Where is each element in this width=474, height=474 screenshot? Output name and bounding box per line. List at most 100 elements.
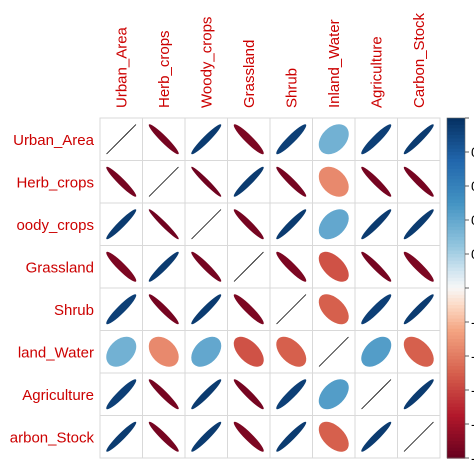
correlation-ellipse [318, 379, 349, 410]
row-label: oody_crops [16, 217, 94, 234]
colorbar-segment [447, 223, 465, 228]
colorbar-segment [447, 325, 465, 330]
colorbar-tick-label: 0 [471, 212, 474, 228]
row-label: Herb_crops [16, 174, 94, 191]
colorbar-segment [447, 220, 465, 224]
correlation-ellipse [403, 166, 434, 197]
colorbar-segment [447, 308, 465, 313]
correlation-ellipse [276, 251, 307, 282]
correlation-ellipse [148, 251, 179, 282]
correlation-ellipse [106, 209, 137, 240]
column-label: Woody_crops [198, 17, 215, 108]
colorbar-segment [447, 441, 465, 445]
colorbar-tick-label: -0 [471, 314, 474, 330]
colorbar-segment [447, 311, 465, 316]
colorbar-segment [447, 328, 465, 333]
colorbar-segment [447, 260, 465, 265]
colorbar-segment [447, 410, 465, 415]
correlation-ellipse [318, 209, 349, 240]
correlation-ellipse [233, 209, 264, 240]
correlation-ellipse [191, 166, 222, 197]
colorbar-tick-label: - [471, 450, 474, 466]
colorbar-segment [447, 203, 465, 207]
colorbar-segment [447, 138, 465, 143]
column-label: Herb_crops [156, 30, 173, 108]
diagonal-mark [403, 421, 434, 452]
correlation-ellipse [403, 209, 434, 240]
correlation-ellipse [148, 124, 179, 155]
row-labels: Urban_Area Herb_crops oody_crops Grassland S… [10, 132, 95, 447]
grid-layer [99, 117, 441, 459]
colorbar-segment [447, 288, 465, 292]
correlation-ellipse [191, 421, 222, 452]
correlation-ellipse [403, 379, 434, 410]
colorbar-segment [447, 240, 465, 245]
correlation-ellipse [148, 421, 179, 452]
colorbar-segment [447, 281, 465, 286]
correlation-ellipse [191, 336, 222, 367]
colorbar-segment [447, 162, 465, 167]
colorbar-segment [447, 124, 465, 129]
colorbar-segment [447, 345, 465, 350]
colorbar-segment [447, 444, 465, 449]
column-label: Carbon_Stock [411, 12, 428, 108]
correlation-ellipse [191, 294, 222, 325]
correlation-ellipse [403, 294, 434, 325]
correlation-ellipse [233, 294, 264, 325]
colorbar-segment [447, 257, 465, 262]
colorbar-segment [447, 254, 465, 258]
colorbar-segment [447, 315, 465, 320]
colorbar-segment [447, 199, 465, 204]
colorbar-segment [447, 284, 465, 289]
colorbar-segment [447, 277, 465, 282]
colorbar-segment [447, 230, 465, 235]
colorbar-segment [447, 189, 465, 194]
colorbar-segment [447, 274, 465, 279]
correlation-ellipse [361, 251, 392, 282]
correlation-ellipse [233, 336, 264, 367]
colorbar-segment [447, 298, 465, 303]
colorbar-segment [447, 413, 465, 418]
colorbar-segment [447, 383, 465, 388]
correlation-ellipse [276, 379, 307, 410]
colorbar-segment [447, 393, 465, 398]
correlation-ellipse [361, 124, 392, 155]
colorbar-tick-label: 0 [471, 178, 474, 194]
column-label: Inland_Water [326, 19, 343, 108]
colorbar-segment [447, 135, 465, 139]
diagonal-mark [276, 294, 307, 325]
colorbar-segment [447, 264, 465, 269]
colorbar-segment [447, 216, 465, 221]
colorbar-segment [447, 243, 465, 248]
column-label: Grassland [241, 40, 258, 108]
colorbar-segment [447, 233, 465, 238]
colorbar-segment [447, 305, 465, 309]
colorbar-segment [447, 342, 465, 347]
colorbar-segment [447, 427, 465, 432]
colorbar-segment [447, 141, 465, 146]
colorbar-segment [447, 247, 465, 252]
colorbar-segment [447, 366, 465, 371]
correlation-ellipse [233, 124, 264, 155]
colorbar-segment [447, 267, 465, 272]
colorbar-segment [447, 322, 465, 326]
colorbar-segment [447, 369, 465, 374]
colorbar-segment [447, 376, 465, 381]
correlation-ellipse [233, 379, 264, 410]
correlation-ellipse [233, 421, 264, 452]
row-label: Grassland [26, 259, 94, 276]
correlation-ellipse [318, 166, 349, 197]
diagonal-mark [233, 251, 264, 282]
colorbar-segment [447, 332, 465, 337]
colorbar-segment [447, 145, 465, 150]
colorbar-segment [447, 379, 465, 384]
colorbar-segment [447, 213, 465, 218]
colorbar-segment [447, 420, 465, 425]
correlation-ellipse [106, 251, 137, 282]
colorbar-segment [447, 155, 465, 160]
correlation-ellipse [148, 294, 179, 325]
column-labels: Urban_Area Herb_crops Woody_crops Grassland… [113, 12, 428, 108]
glyph-layer [106, 124, 434, 452]
correlation-ellipse [106, 294, 137, 325]
colorbar-tick-label: -0 [471, 416, 474, 432]
